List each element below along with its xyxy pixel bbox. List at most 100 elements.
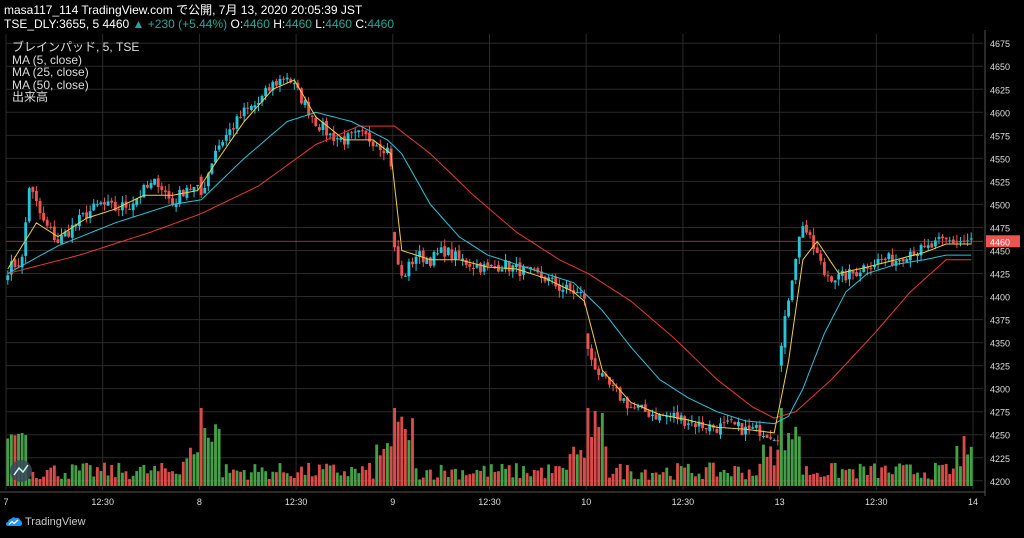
close-value: 4460	[367, 17, 395, 31]
volume-bar	[507, 465, 511, 486]
candle-body	[618, 387, 622, 401]
candle-body	[561, 289, 565, 292]
legend-ma50[interactable]: MA (50, close)	[12, 78, 89, 92]
volume-bar	[708, 462, 712, 486]
candle-body	[686, 423, 690, 425]
volume-bar	[751, 475, 755, 486]
candle-body	[45, 219, 49, 226]
volume-bar	[171, 471, 174, 486]
legend-ma5[interactable]: MA (5, close)	[12, 53, 83, 67]
candle-body	[736, 421, 740, 427]
candle-body	[303, 100, 307, 106]
candle-body	[411, 261, 414, 265]
volume-bar	[113, 477, 117, 486]
volume-bar	[167, 471, 171, 486]
volume-bar	[833, 462, 837, 486]
volume-bar	[837, 477, 841, 486]
candle-body	[489, 264, 493, 266]
volume-bar	[199, 408, 203, 486]
tradingview-logo[interactable]: TradingView	[6, 516, 86, 528]
candle-body	[858, 272, 862, 277]
volume-bar	[754, 475, 758, 486]
volume-bar	[217, 428, 221, 486]
candle-body	[504, 260, 508, 270]
volume-bar	[27, 478, 31, 486]
candle-body	[633, 407, 636, 409]
volume-bar	[647, 479, 651, 486]
candle-body	[930, 243, 934, 248]
volume-bar	[579, 450, 583, 486]
candle-body	[95, 204, 99, 206]
candle-body	[880, 258, 884, 260]
candle-body	[257, 103, 260, 105]
candle-body	[715, 428, 719, 433]
y-tick-label: 4225	[990, 454, 1010, 464]
volume-bar	[450, 469, 454, 486]
volume-bar	[421, 477, 425, 486]
volume-bar	[668, 475, 672, 486]
candle-body	[343, 136, 346, 145]
volume-bar	[45, 470, 49, 486]
candle-body	[543, 276, 547, 282]
volume-bar	[694, 476, 697, 486]
candle-body	[948, 240, 952, 242]
candle-body	[156, 178, 160, 188]
candle-body	[120, 202, 124, 211]
candle-body	[890, 254, 894, 266]
open-label: O:	[230, 17, 244, 31]
candle-body	[77, 215, 81, 227]
volume-bar	[9, 434, 13, 486]
volume-bar	[375, 444, 379, 486]
x-tick-label: 10	[581, 497, 591, 507]
volume-bar	[865, 475, 869, 486]
volume-bar	[482, 465, 486, 486]
volume-bar	[303, 474, 307, 486]
volume-bar	[840, 469, 844, 486]
candle-body	[253, 105, 257, 108]
tradingview-cloud-icon	[6, 516, 22, 528]
volume-bar	[966, 454, 970, 486]
volume-bar	[747, 469, 751, 486]
candle-body	[941, 236, 944, 239]
volume-bar	[493, 471, 497, 486]
candle-body	[260, 96, 264, 102]
volume-bar	[206, 437, 210, 486]
x-tick-label: 9	[390, 497, 395, 507]
volume-bar	[131, 475, 135, 486]
legend-symbol[interactable]: ブレインパッド, 5, TSE	[12, 40, 140, 54]
volume-bar	[24, 435, 28, 486]
candle-body	[794, 258, 798, 280]
y-tick-label: 4675	[990, 39, 1010, 49]
volume-bar	[529, 476, 533, 486]
candle-body	[128, 208, 131, 210]
candle-body	[482, 264, 486, 272]
candle-body	[586, 333, 590, 349]
candle-body	[611, 384, 615, 386]
volume-bar	[776, 449, 780, 486]
y-tick-label: 4600	[990, 108, 1010, 118]
candle-body	[38, 201, 42, 214]
candle-body	[905, 259, 909, 262]
candle-body	[461, 258, 465, 261]
volume-bar	[235, 470, 239, 486]
volume-bar	[278, 463, 282, 486]
x-tick-label: 14	[968, 497, 978, 507]
volume-bar	[396, 421, 400, 486]
candle-body	[865, 266, 869, 269]
candle-body	[375, 145, 379, 147]
candle-body	[819, 253, 823, 261]
legend-ma25[interactable]: MA (25, close)	[12, 65, 89, 79]
tradingview-brand: TradingView	[25, 516, 86, 528]
candle-body	[103, 202, 106, 205]
volume-bar	[443, 470, 447, 486]
y-tick-label: 4550	[990, 154, 1010, 164]
volume-bar	[428, 469, 432, 486]
x-axis-labels: 7 12:30 8 12:30 9 12:30 10 12:30 13 12:30 14	[3, 497, 978, 507]
volume-bar	[120, 472, 124, 486]
candle-body	[833, 280, 837, 283]
publish-info: masa117_114 TradingView.com で公開, 7月 13, …	[4, 3, 363, 17]
candle-body	[60, 235, 63, 244]
volume-bar	[726, 473, 730, 486]
legend-volume[interactable]: 出来高	[12, 90, 49, 104]
